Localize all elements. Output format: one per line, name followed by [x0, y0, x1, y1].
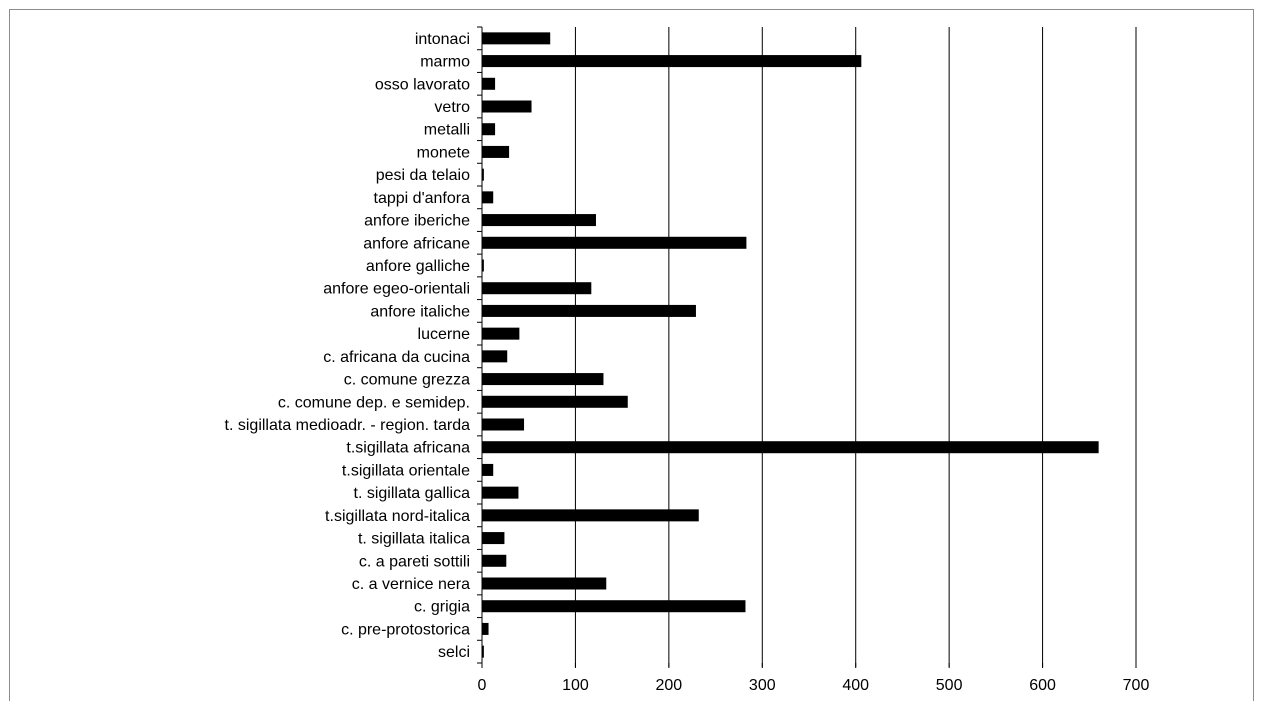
gridlines: [574, 27, 1137, 667]
bar: [482, 577, 607, 590]
bar: [482, 259, 484, 272]
category-label: c. a vernice nera: [352, 576, 470, 593]
x-tick-label: 100: [562, 677, 589, 694]
x-tick-labels: 0 100 200 300 400 500 600 700: [478, 677, 1150, 694]
bar: [482, 441, 1099, 454]
category-label: anfore iberiche: [364, 213, 470, 230]
x-tick-label: 300: [749, 677, 776, 694]
category-label: osso lavorato: [375, 76, 470, 93]
x-tick-label: 200: [656, 677, 683, 694]
bar: [482, 463, 494, 476]
category-label: t.sigillata nord-italica: [325, 508, 470, 525]
category-label: vetro: [434, 99, 470, 116]
x-tick-label: 0: [478, 677, 487, 694]
category-label: lucerne: [418, 326, 471, 343]
category-label: selci: [438, 644, 470, 661]
category-label: anfore egeo-orientali: [323, 281, 470, 298]
bar: [482, 532, 505, 545]
category-label: c. pre-protostorica: [341, 621, 470, 638]
bar: [482, 395, 628, 408]
bar: [482, 214, 596, 227]
bar: [482, 55, 862, 68]
bar: [482, 622, 489, 635]
bar: [482, 600, 746, 613]
category-label: anfore italiche: [370, 303, 470, 320]
category-label: c. comune grezza: [344, 372, 470, 389]
bar: [482, 32, 551, 45]
bar: [482, 350, 508, 363]
category-label: c. africana da cucina: [323, 349, 470, 366]
bars: [482, 32, 1099, 658]
bar: [482, 304, 696, 317]
bar-chart: intonaci marmo osso lavorato vetro metalli mo…: [225, 26, 1150, 694]
category-label: t.sigillata africana: [346, 440, 470, 457]
bar: [482, 145, 510, 158]
bar: [482, 191, 494, 204]
bar: [482, 77, 496, 90]
bar: [482, 645, 484, 658]
bar: [482, 282, 592, 295]
bar: [482, 100, 532, 113]
category-label: anfore africane: [363, 235, 470, 252]
category-label: anfore galliche: [366, 258, 470, 275]
category-label: intonaci: [415, 31, 470, 48]
chart-area: intonaci marmo osso lavorato vetro metalli mo…: [9, 9, 1254, 701]
category-label: c. comune dep. e semidep.: [278, 394, 470, 411]
x-tick-label: 400: [842, 677, 869, 694]
category-label: t. sigillata gallica: [354, 485, 471, 502]
bar: [482, 236, 747, 249]
x-tick-label: 700: [1123, 677, 1150, 694]
category-label: tappi d'anfora: [374, 190, 471, 207]
x-tick-label: 500: [936, 677, 963, 694]
category-label: c. a pareti sottili: [359, 553, 470, 570]
bar: [482, 418, 525, 431]
bar: [482, 554, 507, 567]
category-label: t.sigillata orientale: [342, 462, 470, 479]
bar: [482, 509, 699, 522]
category-label: metalli: [424, 122, 470, 139]
category-label: marmo: [420, 54, 470, 71]
bar: [482, 123, 496, 136]
category-label: c. grigia: [414, 599, 470, 616]
bar: [482, 373, 604, 386]
bar: [482, 327, 520, 340]
category-labels: intonaci marmo osso lavorato vetro metalli mo…: [225, 31, 471, 661]
bar: [482, 168, 484, 181]
category-label: t. sigillata medioadr. - region. tarda: [225, 417, 471, 434]
category-label: t. sigillata italica: [358, 531, 470, 548]
axes: [477, 26, 1137, 668]
x-tick-label: 600: [1029, 677, 1056, 694]
category-label: pesi da telaio: [376, 167, 470, 184]
bar: [482, 486, 519, 499]
category-label: monete: [417, 144, 470, 161]
